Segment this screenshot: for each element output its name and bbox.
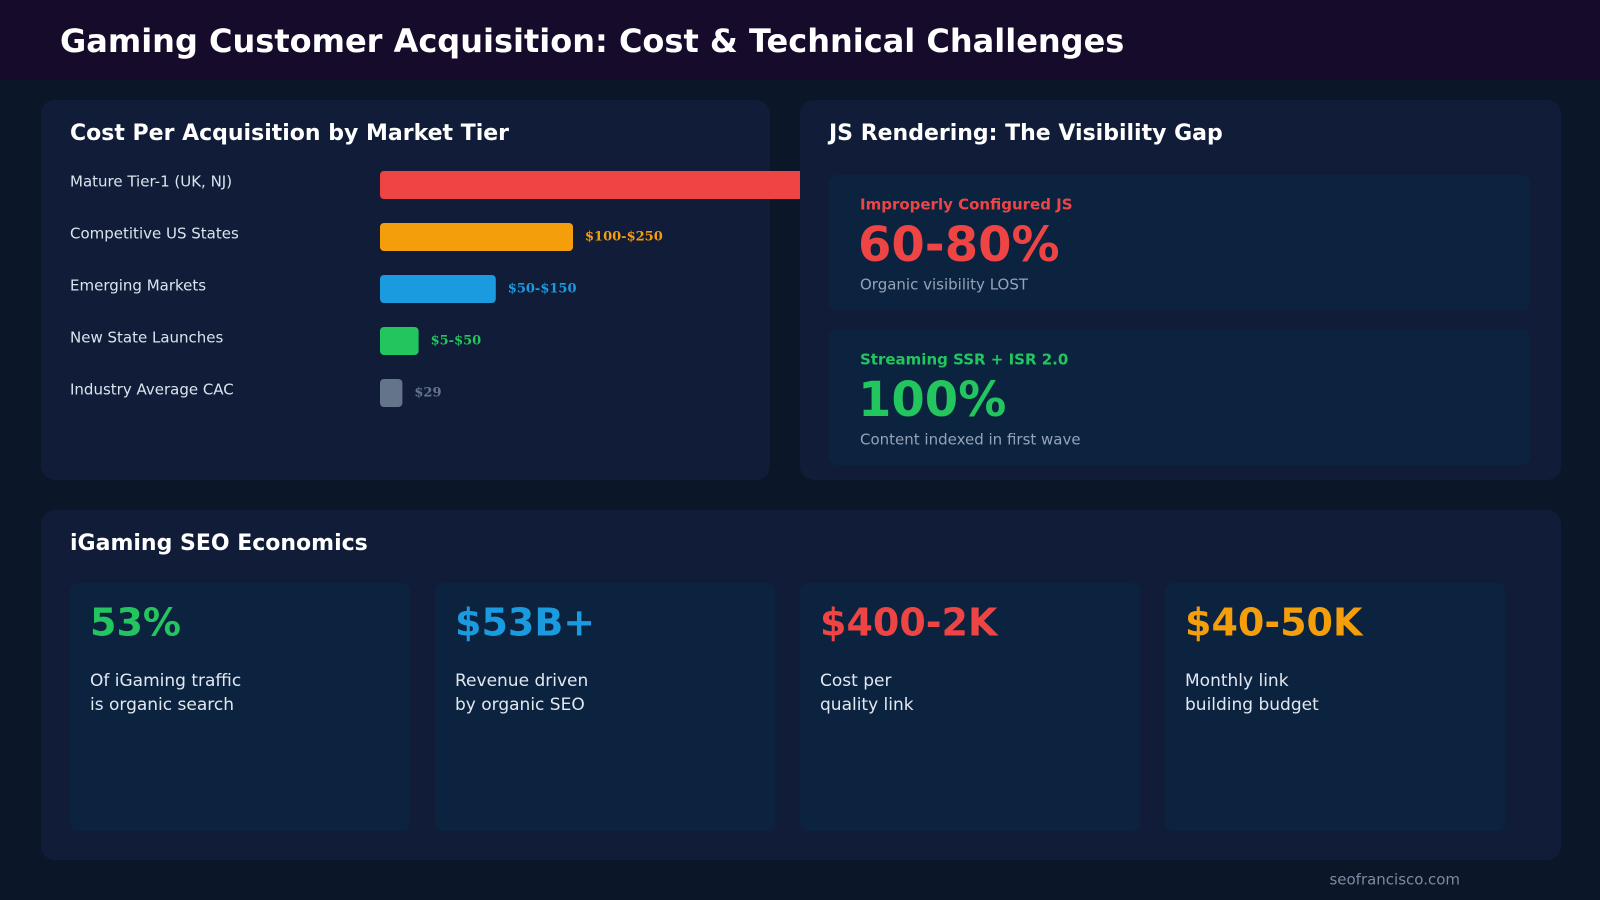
category-label: Emerging Markets [70, 277, 206, 295]
visibility-cards: Improperly Configured JS 60-80% Organic vi… [829, 175, 1530, 465]
category-label: Mature Tier-1 (UK, NJ) [70, 173, 232, 191]
stat-value: $400-2K [820, 601, 999, 645]
stat-caption: Cost per [820, 671, 891, 691]
panel-title: iGaming SEO Economics [70, 531, 368, 556]
stat-card [829, 330, 1530, 465]
page-title: Gaming Customer Acquisition: Cost & Tech… [60, 22, 1124, 60]
value-label: $100-$250 [585, 230, 663, 245]
stat-caption: Of iGaming traffic [90, 671, 241, 691]
stat-caption: Organic visibility LOST [860, 276, 1029, 294]
stat-value: 60-80% [858, 217, 1060, 273]
footer: seofrancisco.com [1329, 871, 1460, 889]
bar [380, 327, 419, 355]
category-label: New State Launches [70, 329, 224, 347]
stat-caption: building budget [1185, 695, 1319, 715]
stat-card [435, 583, 775, 831]
economics-cards: 53% Of iGaming traffic is organic search $5… [70, 583, 1505, 831]
stat-caption: Monthly link [1185, 671, 1289, 691]
stat-card [1165, 583, 1505, 831]
value-label: $50-$150 [508, 282, 577, 297]
stat-caption: by organic SEO [455, 695, 585, 715]
bar [380, 379, 403, 407]
stat-caption: Content indexed in first wave [860, 431, 1081, 449]
stat-caption: is organic search [90, 695, 234, 715]
stat-card [70, 583, 410, 831]
value-label: $29 [414, 386, 441, 401]
stat-value: $40-50K [1185, 601, 1364, 645]
stat-value: 100% [858, 372, 1006, 428]
value-label: $5-$50 [431, 334, 482, 349]
stat-card [829, 175, 1530, 310]
stat-value: $53B+ [455, 601, 595, 645]
stat-value: 53% [90, 601, 181, 645]
panel-title: Cost Per Acquisition by Market Tier [70, 121, 509, 146]
stat-label: Improperly Configured JS [860, 196, 1073, 214]
panel-title: JS Rendering: The Visibility Gap [827, 121, 1223, 146]
category-label: Competitive US States [70, 225, 239, 243]
header-bar [0, 0, 1600, 80]
stat-card [800, 583, 1140, 831]
stat-caption: Revenue driven [455, 671, 588, 691]
bar [380, 223, 573, 251]
stat-caption: quality link [820, 695, 914, 715]
category-label: Industry Average CAC [70, 381, 234, 399]
bar [380, 275, 496, 303]
stat-label: Streaming SSR + ISR 2.0 [860, 351, 1068, 369]
